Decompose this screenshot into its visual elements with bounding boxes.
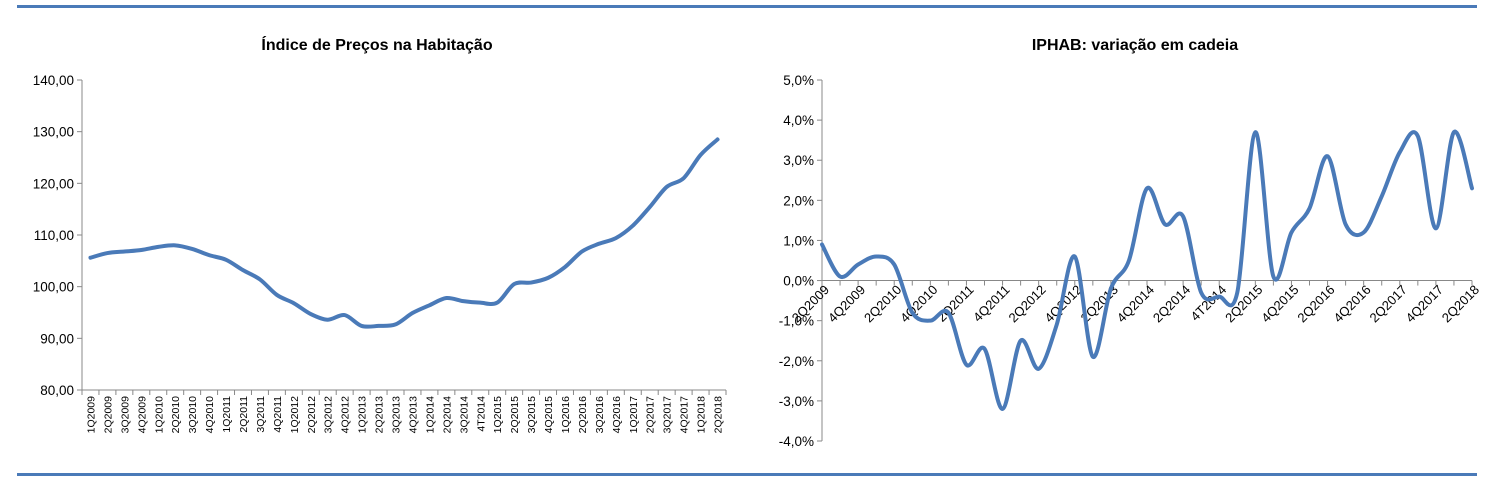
- x-tick-label: 2Q2016: [577, 396, 589, 434]
- x-tick-label: 2Q2012: [306, 396, 318, 434]
- x-tick-label: 1Q2015: [492, 396, 504, 434]
- x-tick-label: 4Q2017: [679, 396, 691, 434]
- left-chart-title: Índice de Preços na Habitação: [261, 35, 492, 54]
- x-tick-label: 4Q2013: [407, 396, 419, 434]
- x-tick-label: 2Q2017: [645, 396, 657, 434]
- x-tick-label: 1Q2017: [628, 396, 640, 434]
- x-tick-label: 2Q2018: [1439, 282, 1482, 325]
- x-tick-label: 1Q2012: [289, 396, 301, 434]
- x-tick-label: 1Q2014: [424, 396, 436, 434]
- y-tick-label: -1,0%: [779, 314, 814, 329]
- x-tick-label: 3Q2012: [323, 396, 335, 434]
- x-tick-label: 2Q2012: [1005, 282, 1048, 325]
- x-tick-label: 2Q2013: [374, 396, 386, 434]
- x-tick-label: 4T2014: [1188, 282, 1230, 324]
- y-tick-label: 4,0%: [783, 113, 814, 128]
- y-tick-label: 130,00: [33, 125, 74, 140]
- x-tick-label: 2Q2015: [509, 396, 521, 434]
- x-tick-label: 2Q2010: [861, 282, 904, 325]
- x-tick-label: 3Q2013: [391, 396, 403, 434]
- x-tick-label: 4Q2009: [136, 396, 148, 434]
- x-tick-label: 1Q2013: [357, 396, 369, 434]
- bottom-rule: [17, 473, 1477, 476]
- x-tick-label: 1Q2016: [560, 396, 572, 434]
- y-tick-label: 5,0%: [783, 73, 814, 88]
- x-tick-label: 2Q2017: [1367, 282, 1410, 325]
- x-tick-label: 3Q2010: [187, 396, 199, 434]
- top-rule: [17, 5, 1477, 8]
- x-tick-label: 2Q2011: [934, 282, 977, 325]
- x-tick-label: 4Q2017: [1403, 282, 1446, 325]
- y-tick-label: 140,00: [33, 73, 74, 88]
- series-line: [820, 130, 1474, 411]
- y-tick-label: -3,0%: [779, 394, 814, 409]
- right-chart: -4,0% -3,0% -2,0% -1,0% 0,0% 1,0% 2,0% 3,0% 4,0%…: [779, 73, 1482, 449]
- x-tick-label: 4Q2012: [340, 396, 352, 434]
- x-tick-label: 2Q2014: [441, 396, 453, 434]
- y-tick-label: 3,0%: [783, 153, 814, 168]
- x-tick-label: 4Q2014: [1114, 282, 1157, 325]
- series-line: [88, 137, 720, 329]
- x-tick-label: 3Q2011: [255, 396, 267, 433]
- y-tick-label: -4,0%: [779, 434, 814, 449]
- y-tick-label: 100,00: [33, 280, 74, 295]
- y-tick-label: 1,0%: [783, 233, 814, 248]
- x-tick-label: 2Q2014: [1150, 282, 1193, 325]
- x-tick-label: 3Q2014: [458, 396, 470, 434]
- x-tick-label: 4Q2011: [970, 282, 1013, 325]
- x-tick-label: 2Q2011: [238, 396, 250, 433]
- x-tick-label: 2Q2016: [1294, 282, 1337, 325]
- x-tick-label: 1Q2010: [153, 396, 165, 434]
- x-tick-label: 3Q2015: [526, 396, 538, 434]
- y-tick-label: -2,0%: [779, 354, 814, 369]
- y-tick-label: 80,00: [40, 383, 74, 398]
- y-tick-label: 0,0%: [783, 274, 814, 289]
- y-tick-label: 2,0%: [783, 193, 814, 208]
- x-tick-label: 3Q2009: [119, 396, 131, 434]
- x-tick-label: 4Q2010: [204, 396, 216, 434]
- right-chart-title: IPHAB: variação em cadeia: [1032, 37, 1238, 54]
- y-tick-label: 120,00: [33, 176, 74, 191]
- x-tick-label: 4Q2015: [543, 396, 555, 434]
- y-tick-label: 90,00: [40, 331, 74, 346]
- x-tick-label: 3Q2017: [662, 396, 674, 434]
- x-tick-label: 1Q2011: [221, 396, 233, 433]
- x-tick-label: 3Q2016: [594, 396, 606, 434]
- x-tick-label: 4T2014: [475, 396, 487, 432]
- left-chart: 80,00 90,00 100,00 110,00 120,00 130,00 140,00…: [33, 73, 727, 434]
- x-tick-label: 4Q2016: [1330, 282, 1373, 325]
- x-tick-label: 1Q2009: [85, 396, 97, 434]
- x-tick-label: 2Q2018: [713, 396, 725, 434]
- x-tick-label: 4Q2015: [1258, 282, 1301, 325]
- x-tick-label: 1Q2018: [696, 396, 708, 434]
- x-tick-label: 4Q2009: [825, 282, 868, 325]
- x-tick-label: 4Q2011: [272, 396, 284, 433]
- x-tick-label: 2Q2009: [102, 396, 114, 434]
- y-tick-label: 110,00: [34, 228, 74, 243]
- x-tick-label: 2Q2010: [170, 396, 182, 434]
- x-tick-label: 4Q2016: [611, 396, 623, 434]
